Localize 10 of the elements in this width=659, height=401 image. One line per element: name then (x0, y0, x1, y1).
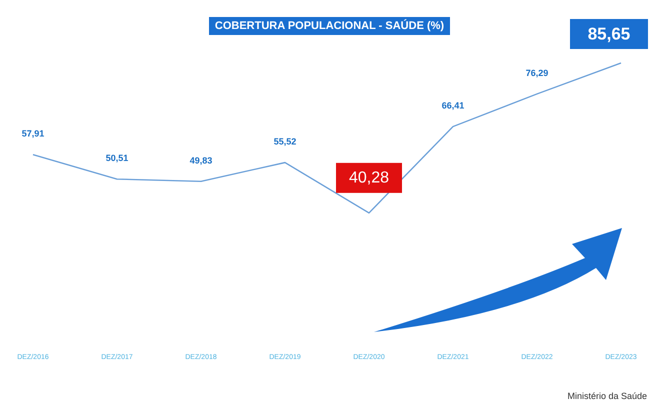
chart-title: COBERTURA POPULACIONAL - SAÚDE (%) (208, 17, 450, 35)
data-label: 85,65 (588, 24, 630, 44)
data-label: 49,83 (190, 155, 212, 166)
data-label: 57,91 (22, 128, 44, 139)
data-label: 40,28 (348, 169, 390, 186)
data-label: 55,52 (274, 136, 296, 147)
data-label: 66,41 (442, 100, 464, 111)
data-label: 76,29 (526, 68, 548, 78)
text: Ministério da Saúde (567, 391, 647, 401)
data-label: 50,51 (106, 153, 128, 164)
